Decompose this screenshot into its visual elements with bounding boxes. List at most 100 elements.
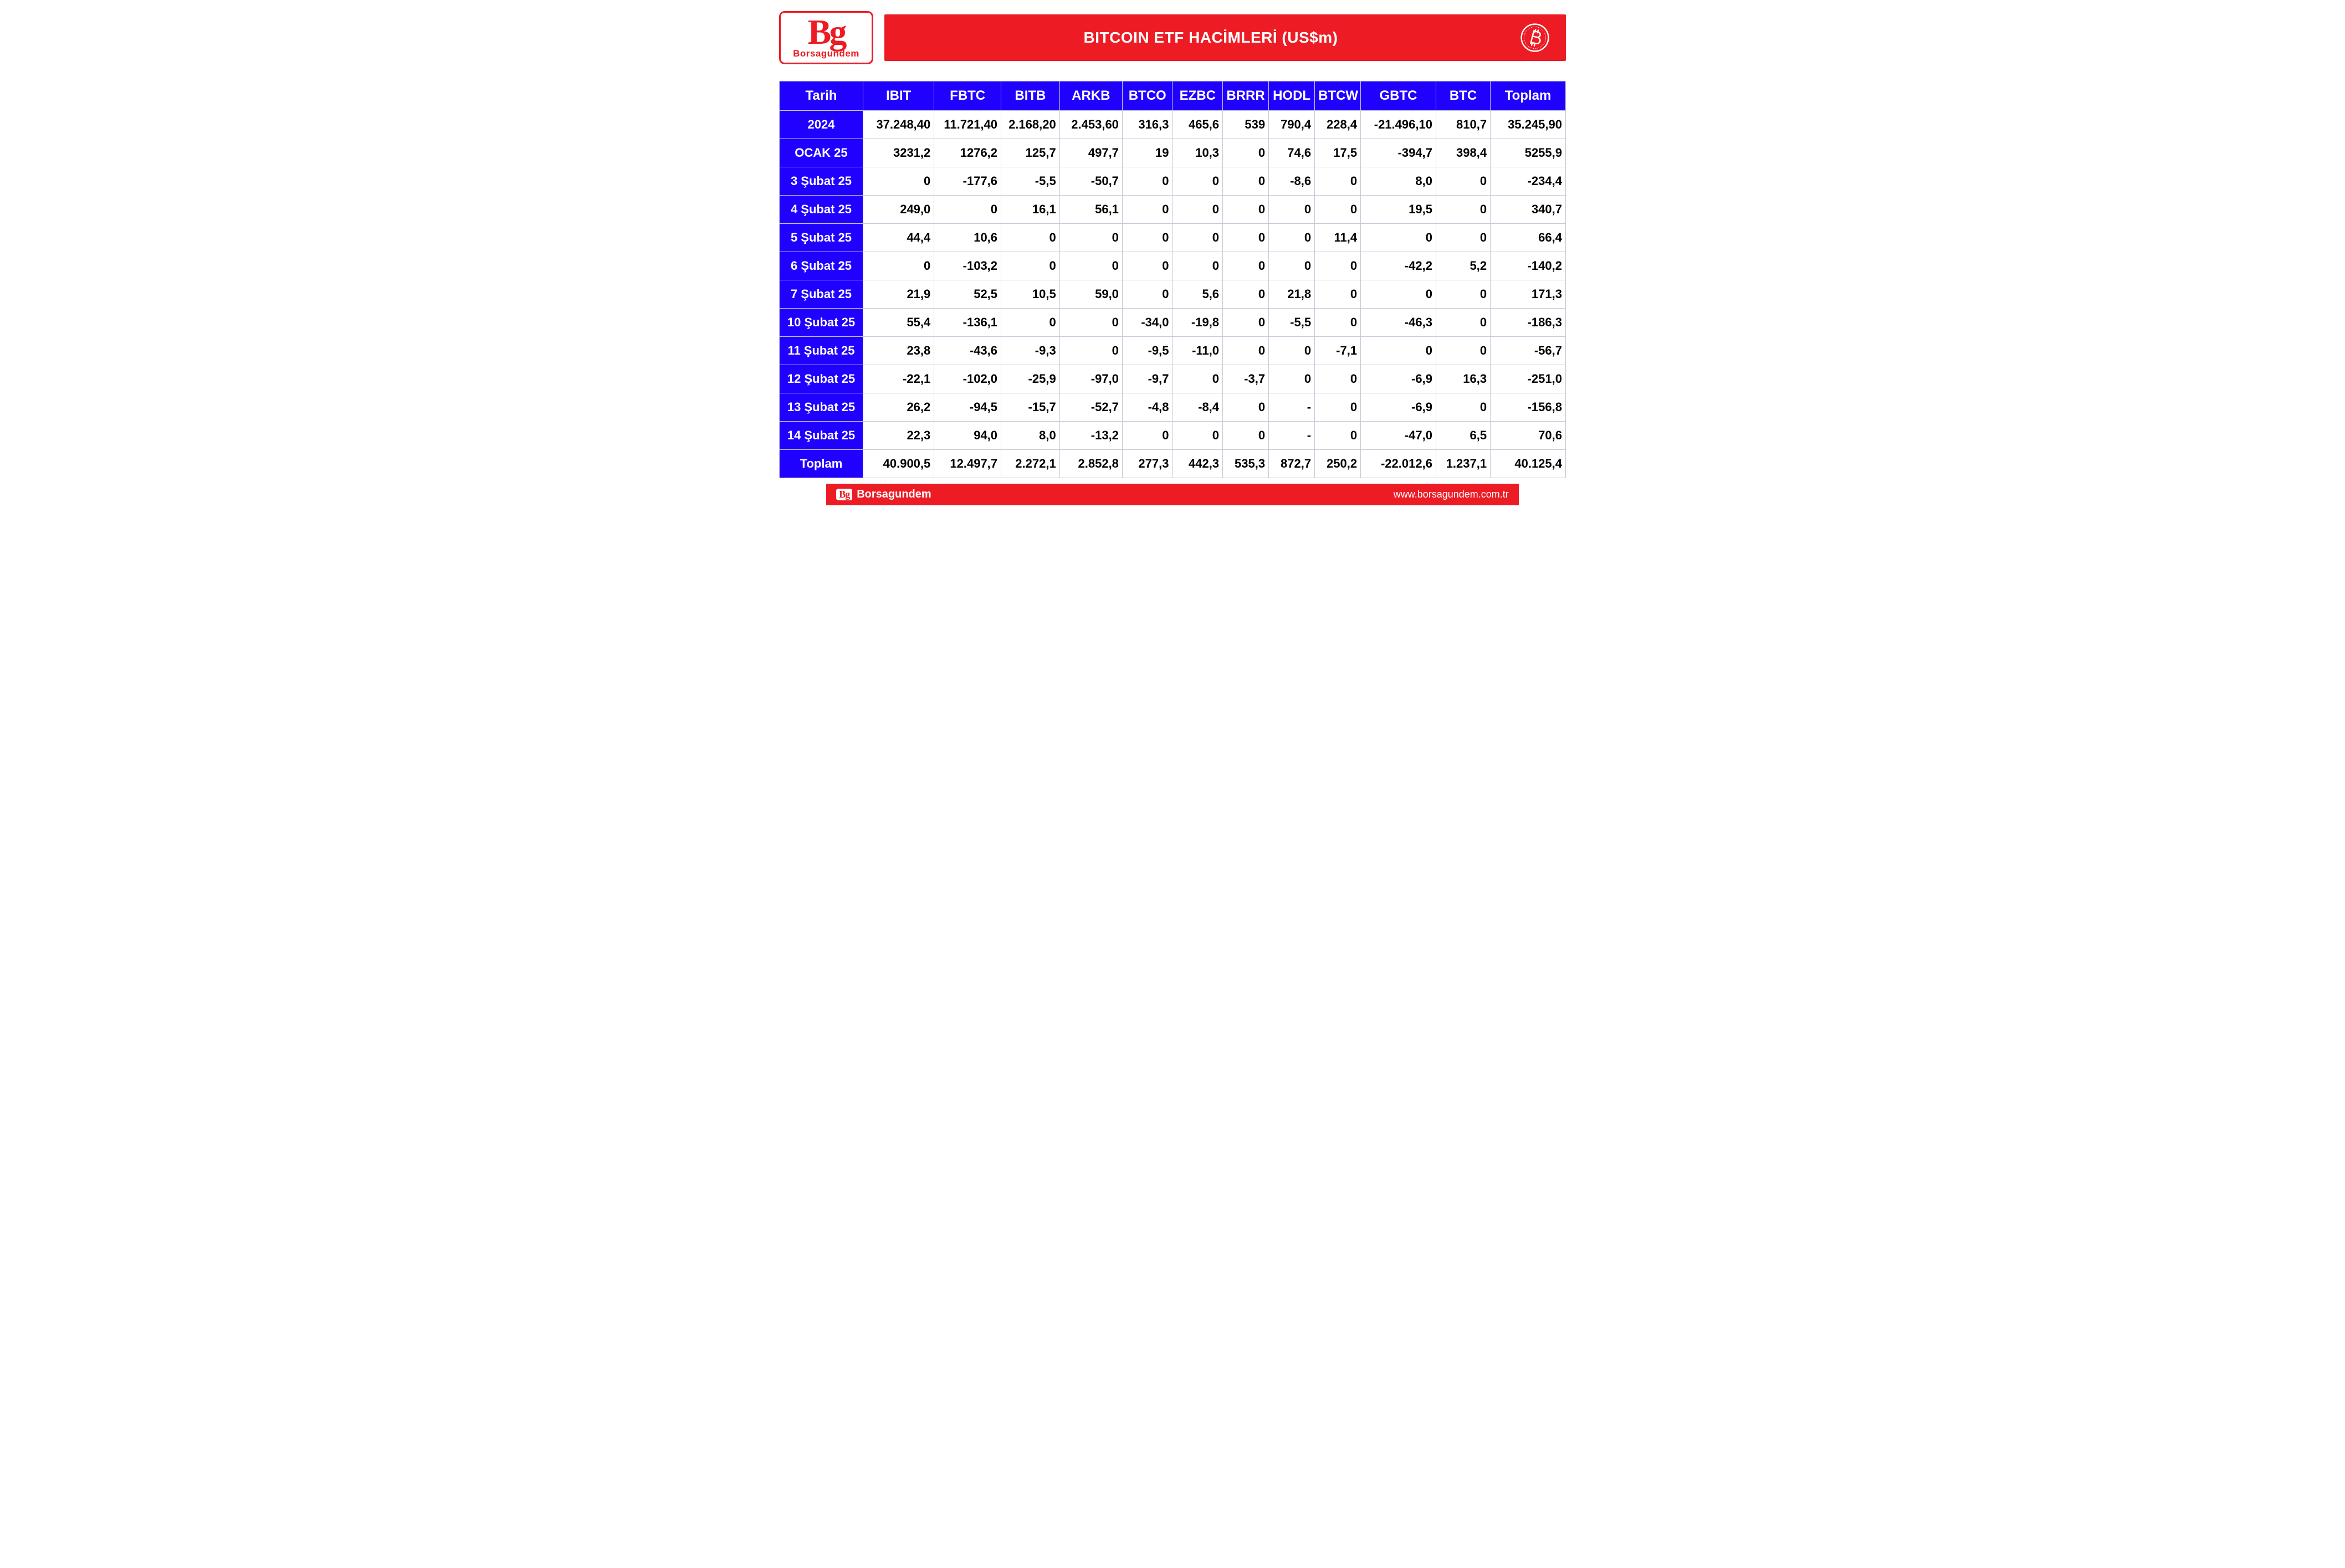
table-cell: -6,9: [1361, 365, 1436, 393]
table-cell: -156,8: [1491, 393, 1566, 422]
table-cell: -9,5: [1122, 337, 1172, 365]
table-cell: 17,5: [1315, 139, 1361, 167]
table-cell: 0: [1223, 224, 1269, 252]
table-row: 4 Şubat 25249,0016,156,10000019,50340,7: [780, 196, 1566, 224]
table-cell: 22,3: [863, 422, 934, 450]
table-cell: 74,6: [1269, 139, 1315, 167]
table-cell: -177,6: [934, 167, 1001, 196]
table-cell: 40.900,5: [863, 450, 934, 478]
table-cell: 0: [1223, 139, 1269, 167]
table-cell: 0: [1269, 196, 1315, 224]
table-cell: 0: [1223, 422, 1269, 450]
row-label: 2024: [780, 111, 863, 139]
table-cell: -52,7: [1059, 393, 1122, 422]
table-cell: 0: [1122, 422, 1172, 450]
column-header: BRRR: [1223, 81, 1269, 111]
footer-left: Bg Borsagundem: [836, 488, 931, 501]
table-cell: -3,7: [1223, 365, 1269, 393]
table-cell: 5,6: [1172, 280, 1223, 309]
table-cell: 2.453,60: [1059, 111, 1122, 139]
table-body: 202437.248,4011.721,402.168,202.453,6031…: [780, 111, 1566, 478]
table-cell: 0: [863, 252, 934, 280]
table-cell: -5,5: [1269, 309, 1315, 337]
table-cell: 37.248,40: [863, 111, 934, 139]
table-row: 3 Şubat 250-177,6-5,5-50,7000-8,608,00-2…: [780, 167, 1566, 196]
table-cell: 19,5: [1361, 196, 1436, 224]
table-cell: 0: [1223, 252, 1269, 280]
table-row: Toplam40.900,512.497,72.272,12.852,8277,…: [780, 450, 1566, 478]
table-cell: 398,4: [1436, 139, 1490, 167]
table-cell: 2.272,1: [1001, 450, 1060, 478]
table-cell: 0: [1269, 252, 1315, 280]
table-cell: 0: [1001, 224, 1060, 252]
table-cell: -102,0: [934, 365, 1001, 393]
table-cell: -56,7: [1491, 337, 1566, 365]
column-header: BITB: [1001, 81, 1060, 111]
row-label: 7 Şubat 25: [780, 280, 863, 309]
row-label: 14 Şubat 25: [780, 422, 863, 450]
table-cell: 59,0: [1059, 280, 1122, 309]
table-cell: 10,5: [1001, 280, 1060, 309]
table-cell: 316,3: [1122, 111, 1172, 139]
table-cell: -7,1: [1315, 337, 1361, 365]
table-cell: 8,0: [1361, 167, 1436, 196]
table-cell: 465,6: [1172, 111, 1223, 139]
table-cell: 26,2: [863, 393, 934, 422]
table-cell: 0: [1172, 252, 1223, 280]
table-cell: 0: [1315, 422, 1361, 450]
logo-box: Bg Borsagundem: [779, 11, 873, 64]
table-cell: 0: [1172, 224, 1223, 252]
table-cell: 0: [1315, 309, 1361, 337]
table-cell: 5255,9: [1491, 139, 1566, 167]
table-cell: 171,3: [1491, 280, 1566, 309]
table-cell: -8,4: [1172, 393, 1223, 422]
table-cell: 277,3: [1122, 450, 1172, 478]
table-row: 6 Şubat 250-103,20000000-42,25,2-140,2: [780, 252, 1566, 280]
table-cell: 11.721,40: [934, 111, 1001, 139]
table-cell: -94,5: [934, 393, 1001, 422]
table-cell: -5,5: [1001, 167, 1060, 196]
table-row: 202437.248,4011.721,402.168,202.453,6031…: [780, 111, 1566, 139]
table-cell: 0: [1223, 309, 1269, 337]
column-header: ARKB: [1059, 81, 1122, 111]
column-header: IBIT: [863, 81, 934, 111]
table-cell: 52,5: [934, 280, 1001, 309]
table-cell: -97,0: [1059, 365, 1122, 393]
table-cell: -: [1269, 393, 1315, 422]
table-cell: 0: [1315, 393, 1361, 422]
column-header: EZBC: [1172, 81, 1223, 111]
table-cell: 0: [1059, 252, 1122, 280]
table-cell: 16,3: [1436, 365, 1490, 393]
table-cell: 0: [1223, 337, 1269, 365]
table-cell: -140,2: [1491, 252, 1566, 280]
table-cell: 8,0: [1001, 422, 1060, 450]
table-cell: 23,8: [863, 337, 934, 365]
table-cell: -251,0: [1491, 365, 1566, 393]
table-cell: 0: [1172, 167, 1223, 196]
column-header: BTCW: [1315, 81, 1361, 111]
column-header: GBTC: [1361, 81, 1436, 111]
table-cell: 0: [1122, 252, 1172, 280]
table-cell: 0: [1315, 196, 1361, 224]
table-cell: -15,7: [1001, 393, 1060, 422]
table-cell: 2.852,8: [1059, 450, 1122, 478]
table-cell: -47,0: [1361, 422, 1436, 450]
table-cell: 0: [1172, 196, 1223, 224]
table-cell: 539: [1223, 111, 1269, 139]
table-cell: 21,9: [863, 280, 934, 309]
row-label: 13 Şubat 25: [780, 393, 863, 422]
table-cell: 16,1: [1001, 196, 1060, 224]
table-row: 12 Şubat 25-22,1-102,0-25,9-97,0-9,70-3,…: [780, 365, 1566, 393]
row-label: 12 Şubat 25: [780, 365, 863, 393]
table-cell: 340,7: [1491, 196, 1566, 224]
table-cell: 19: [1122, 139, 1172, 167]
table-cell: 249,0: [863, 196, 934, 224]
table-cell: 0: [1361, 337, 1436, 365]
table-cell: 12.497,7: [934, 450, 1001, 478]
table-cell: 0: [1269, 365, 1315, 393]
table-cell: 44,4: [863, 224, 934, 252]
table-cell: 66,4: [1491, 224, 1566, 252]
table-cell: 0: [1436, 393, 1490, 422]
table-cell: -394,7: [1361, 139, 1436, 167]
bitcoin-icon: [1520, 23, 1549, 52]
